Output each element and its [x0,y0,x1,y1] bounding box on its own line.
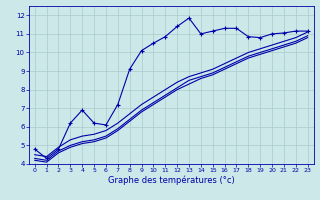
X-axis label: Graphe des températures (°c): Graphe des températures (°c) [108,176,235,185]
